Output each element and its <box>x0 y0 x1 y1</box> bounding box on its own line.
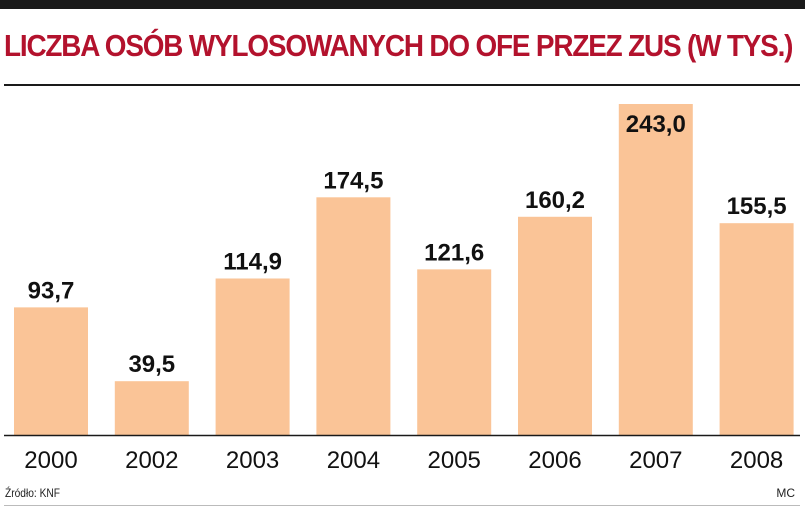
bar-2005 <box>417 269 492 435</box>
x-tick-labels-group: 2000 2002 2003 2004 2005 2006 2007 2008 <box>24 447 783 474</box>
title-rule <box>4 84 800 86</box>
value-label-2007: 243,0 <box>626 111 686 138</box>
value-labels-group: 93,7 39,5 114,9 174,5 121,6 160,2 243,0 155,5 <box>28 111 787 378</box>
author-credit: MC <box>776 486 795 500</box>
tick-label-2004: 2004 <box>327 447 380 474</box>
bars-group <box>14 104 794 435</box>
value-label-2004: 174,5 <box>323 167 383 194</box>
top-bar <box>0 0 805 9</box>
value-label-2005: 121,6 <box>424 239 484 266</box>
tick-label-2000: 2000 <box>24 447 77 474</box>
value-label-2008: 155,5 <box>727 193 787 220</box>
tick-label-2003: 2003 <box>226 447 279 474</box>
bar-2000 <box>14 307 88 435</box>
bottom-rule <box>4 505 800 506</box>
bar-2008 <box>719 223 794 435</box>
bar-chart: 93,7 39,5 114,9 174,5 121,6 160,2 243,0 155,5 2… <box>4 104 800 474</box>
bar-2004 <box>316 197 391 435</box>
tick-label-2002: 2002 <box>125 447 178 474</box>
value-label-2006: 160,2 <box>525 187 585 214</box>
bar-2006 <box>518 216 592 435</box>
chart-title: LICZBA OSÓB WYLOSOWANYCH DO OFE PRZEZ ZU… <box>4 28 793 63</box>
tick-label-2008: 2008 <box>730 447 783 474</box>
value-label-2003: 114,9 <box>223 248 282 275</box>
tick-label-2006: 2006 <box>528 447 581 474</box>
bar-2007 <box>618 104 693 435</box>
value-label-2000: 93,7 <box>28 277 75 304</box>
tick-label-2007: 2007 <box>629 447 682 474</box>
value-label-2002: 39,5 <box>128 351 175 378</box>
source-note: Źródło: KNF <box>5 486 60 500</box>
tick-label-2005: 2005 <box>428 447 481 474</box>
bar-2002 <box>114 381 189 435</box>
bar-2003 <box>215 278 290 435</box>
